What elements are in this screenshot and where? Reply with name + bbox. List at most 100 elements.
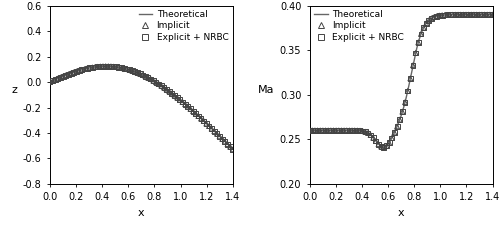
Point: [417, 32, 425, 36]
Point: [342, 128, 350, 132]
Point: [444, 13, 452, 17]
Point: [146, 77, 154, 81]
Point: [388, 136, 396, 140]
Point: [96, 65, 104, 68]
Point: [107, 64, 115, 68]
Point: [99, 64, 107, 68]
Point: [396, 118, 404, 121]
Point: [62, 73, 70, 77]
Point: [152, 80, 160, 84]
Point: [316, 128, 324, 132]
Point: [456, 13, 464, 16]
Point: [102, 64, 110, 68]
Point: [184, 105, 192, 108]
Point: [170, 94, 178, 97]
Point: [412, 51, 420, 55]
Point: [142, 74, 150, 78]
Point: [60, 74, 68, 78]
Point: [483, 13, 491, 16]
Point: [112, 65, 120, 69]
Point: [56, 76, 64, 79]
Point: [200, 119, 207, 123]
Point: [78, 68, 86, 72]
Point: [123, 67, 131, 71]
Point: [72, 69, 80, 73]
Point: [456, 13, 464, 16]
Point: [158, 84, 166, 87]
Point: [342, 128, 350, 132]
Point: [330, 128, 338, 132]
Point: [433, 14, 441, 18]
Point: [224, 142, 232, 146]
Point: [56, 76, 64, 79]
Point: [356, 129, 364, 133]
Point: [452, 13, 460, 17]
Point: [346, 128, 354, 132]
Point: [194, 114, 202, 118]
Point: [398, 110, 406, 114]
Point: [75, 69, 83, 72]
Point: [488, 13, 496, 16]
Point: [470, 13, 478, 16]
Point: [354, 129, 362, 132]
Point: [136, 72, 144, 76]
Point: [362, 130, 370, 133]
Point: [441, 13, 449, 17]
Point: [134, 71, 141, 74]
Point: [64, 72, 72, 76]
Point: [96, 65, 104, 68]
Point: [208, 127, 216, 131]
Point: [86, 66, 94, 70]
Point: [205, 124, 213, 128]
Point: [414, 41, 422, 44]
Point: [409, 64, 417, 67]
Point: [358, 129, 366, 133]
Point: [306, 128, 314, 132]
Point: [150, 79, 158, 82]
Point: [364, 131, 372, 135]
Point: [322, 128, 330, 132]
Point: [380, 145, 388, 149]
Point: [91, 65, 99, 69]
Point: [192, 112, 200, 116]
Point: [186, 107, 194, 111]
Point: [468, 13, 475, 16]
Point: [216, 135, 224, 138]
Point: [369, 136, 377, 140]
Point: [200, 119, 207, 123]
Point: [160, 86, 168, 89]
Point: [338, 128, 345, 132]
Point: [393, 125, 401, 128]
Point: [404, 89, 411, 93]
Point: [118, 66, 126, 70]
Point: [152, 80, 160, 84]
Point: [189, 109, 197, 113]
Point: [362, 130, 370, 133]
Point: [462, 13, 470, 16]
Point: [472, 13, 480, 16]
Point: [134, 71, 141, 74]
Point: [428, 17, 436, 20]
Point: [430, 15, 438, 19]
Point: [166, 89, 173, 93]
Point: [168, 91, 176, 95]
Point: [229, 148, 237, 151]
Point: [308, 128, 316, 132]
Point: [480, 13, 488, 16]
Point: [154, 82, 162, 86]
Point: [306, 128, 314, 132]
Point: [221, 140, 229, 143]
Point: [436, 14, 444, 17]
Point: [115, 65, 123, 69]
Point: [67, 71, 75, 75]
Point: [393, 125, 401, 128]
Legend: Theoretical, Implicit, Explicit + NRBC: Theoretical, Implicit, Explicit + NRBC: [136, 8, 230, 44]
Point: [324, 128, 332, 132]
Point: [83, 67, 91, 70]
Point: [104, 64, 112, 68]
Point: [314, 128, 322, 132]
Y-axis label: z: z: [12, 85, 18, 95]
Point: [401, 100, 409, 104]
Point: [374, 142, 382, 146]
Point: [464, 13, 472, 16]
